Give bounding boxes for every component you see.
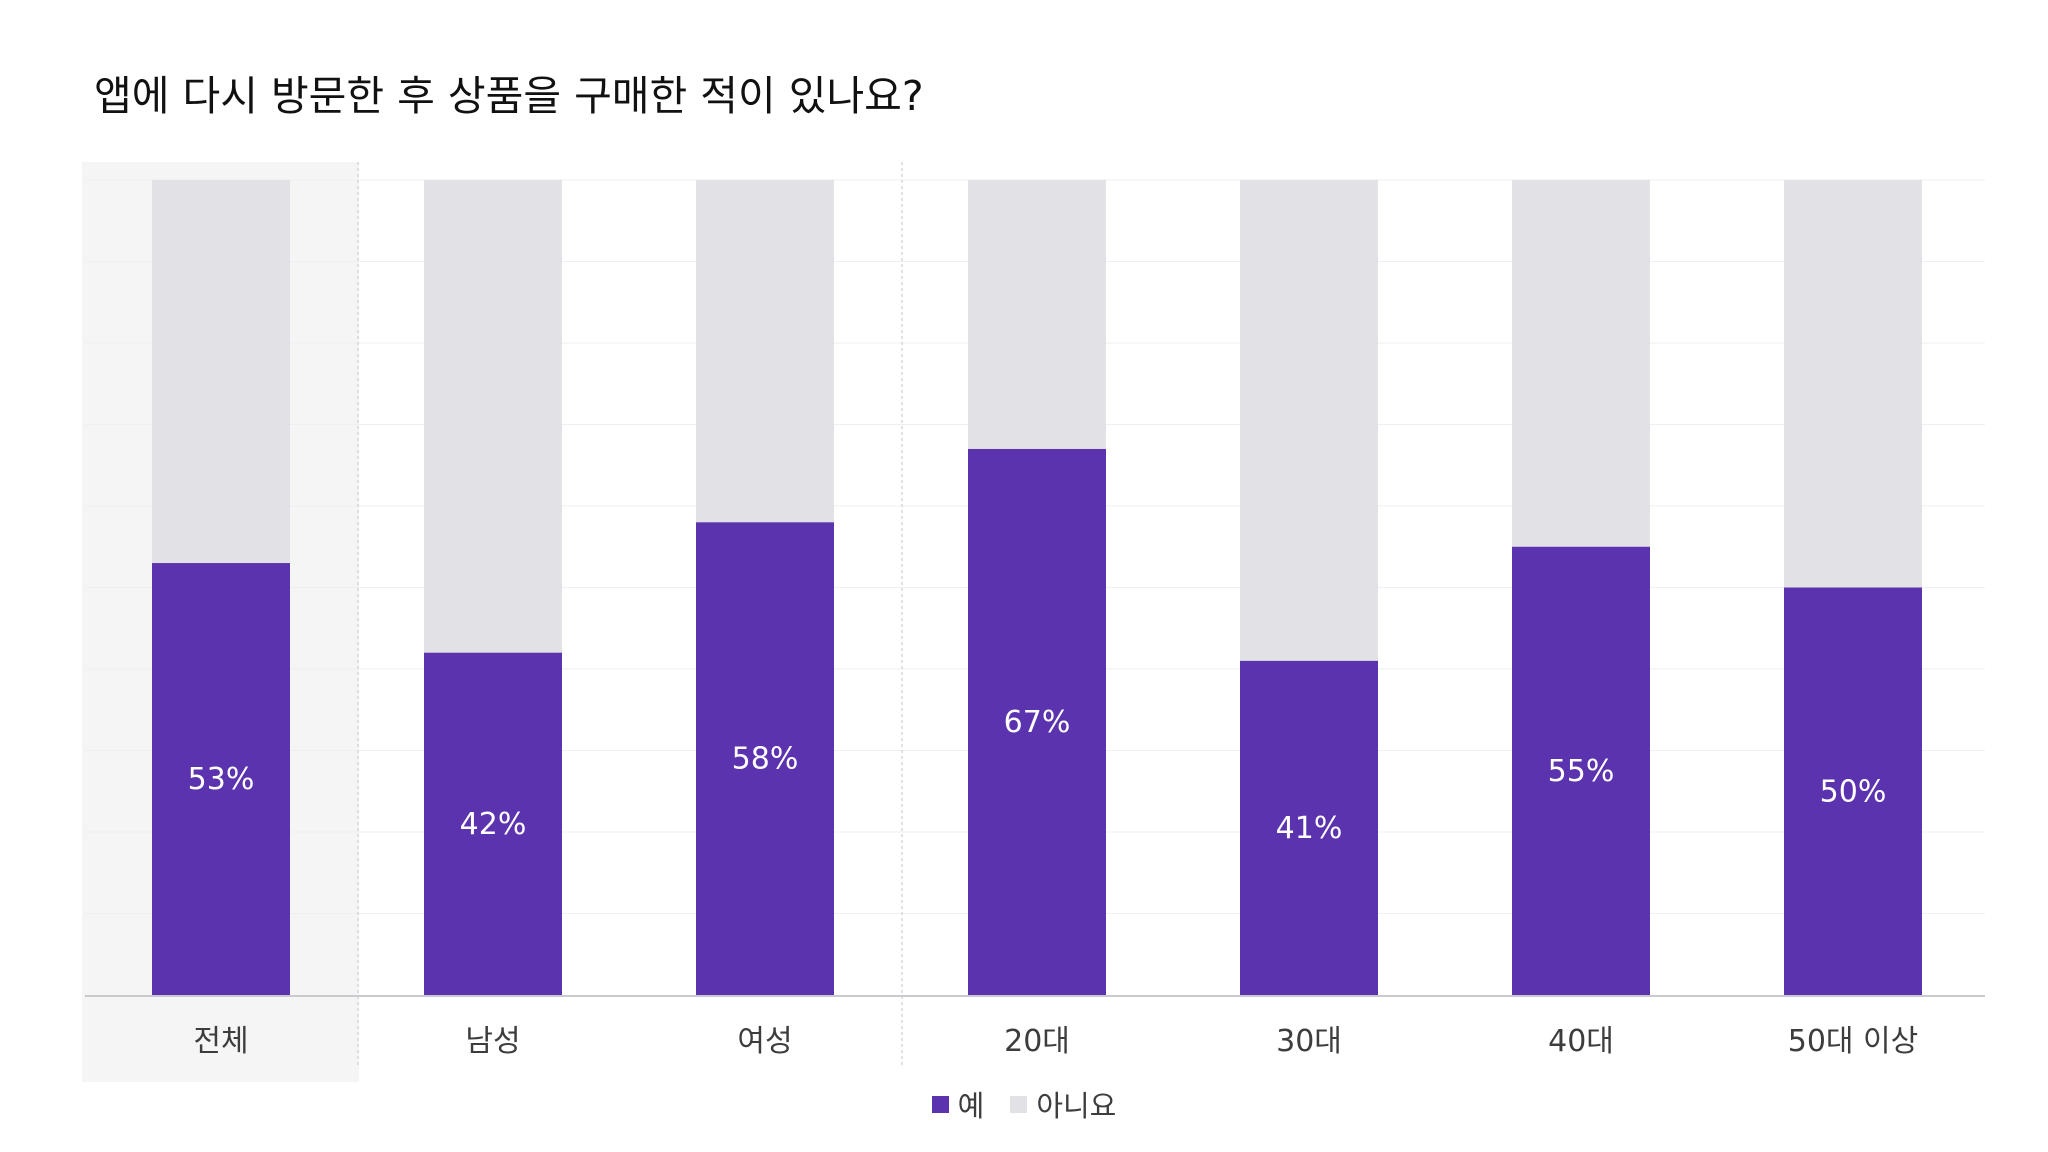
category-label-5: 40대 — [1548, 1024, 1614, 1059]
bar-no-2 — [696, 180, 834, 523]
legend-swatch-yes — [931, 1095, 949, 1113]
bar-yes-4 — [1240, 660, 1378, 995]
data-label-5: 55% — [1548, 754, 1615, 789]
data-label-3: 67% — [1004, 705, 1071, 740]
legend-label-no: 아니요 — [1036, 1089, 1117, 1123]
category-label-0: 전체 — [193, 1024, 248, 1059]
bar-no-0 — [152, 180, 290, 564]
category-label-1: 남성 — [465, 1024, 520, 1059]
category-label-3: 20대 — [1004, 1024, 1070, 1059]
bar-no-4 — [1240, 180, 1378, 661]
bar-yes-2 — [696, 522, 834, 995]
data-label-6: 50% — [1820, 774, 1887, 809]
data-label-4: 41% — [1276, 811, 1343, 846]
bar-yes-0 — [152, 563, 290, 995]
legend-item-no: 아니요 — [1010, 1083, 1116, 1125]
category-label-4: 30대 — [1276, 1024, 1342, 1059]
legend-label-yes: 예 — [957, 1089, 985, 1123]
category-label-2: 여성 — [737, 1024, 792, 1059]
legend-item-yes: 예 — [931, 1083, 985, 1125]
bar-no-6 — [1784, 180, 1922, 588]
bar-yes-1 — [424, 652, 562, 995]
legend: 예 아니요 — [0, 1083, 2048, 1125]
bar-no-5 — [1512, 180, 1650, 547]
bar-yes-6 — [1784, 587, 1922, 995]
bar-no-3 — [968, 180, 1106, 449]
data-label-2: 58% — [732, 742, 799, 777]
legend-swatch-no — [1010, 1095, 1028, 1113]
bar-yes-5 — [1512, 546, 1650, 995]
chart-title: 앱에 다시 방문한 후 상품을 구매한 적이 있나요? — [94, 72, 924, 120]
bar-yes-3 — [968, 448, 1106, 995]
data-label-1: 42% — [460, 807, 527, 842]
bar-no-1 — [424, 180, 562, 653]
data-label-0: 53% — [188, 762, 255, 797]
category-label-6: 50대 이상 — [1788, 1024, 1919, 1059]
